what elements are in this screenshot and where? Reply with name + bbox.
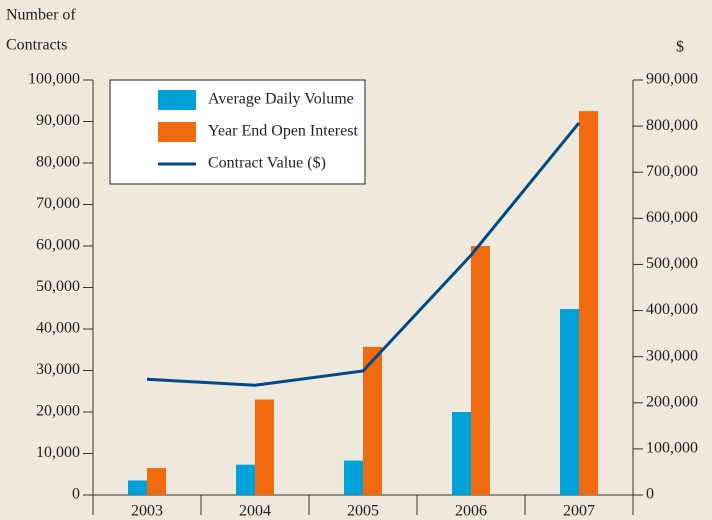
y-tick-label: 100,000 xyxy=(28,71,80,88)
y2-tick-label: 800,000 xyxy=(646,117,698,134)
y-axis-label: Contracts xyxy=(6,37,67,54)
bar xyxy=(560,309,579,495)
y-tick-label: 40,000 xyxy=(36,320,80,337)
line xyxy=(146,121,581,387)
y-tick-label: 80,000 xyxy=(36,154,80,171)
y-tick-label: 60,000 xyxy=(36,237,80,254)
y2-tick-label: 300,000 xyxy=(646,347,698,364)
y2-tick-label: 900,000 xyxy=(646,71,698,88)
bar xyxy=(363,346,382,495)
x-tick-label: 2006 xyxy=(455,503,487,520)
x-tick-label: 2004 xyxy=(239,503,271,520)
legend-swatch xyxy=(158,90,196,110)
y2-axis-label: $ xyxy=(676,39,684,56)
x-tick-label: 2005 xyxy=(347,503,379,520)
bar xyxy=(579,111,598,495)
y2-tick-label: 100,000 xyxy=(646,440,698,457)
bar xyxy=(255,399,274,495)
legend-label: Year End Open Interest xyxy=(208,123,358,140)
legend-swatch xyxy=(158,122,196,142)
y2-tick-label: 500,000 xyxy=(646,255,698,272)
y2-tick-label: 200,000 xyxy=(646,393,698,410)
y-tick-label: 70,000 xyxy=(36,195,80,212)
y-tick-label: 20,000 xyxy=(36,403,80,420)
y2-tick-label: 700,000 xyxy=(646,163,698,180)
y-tick-label: 10,000 xyxy=(36,444,80,461)
y-tick-label: 30,000 xyxy=(36,361,80,378)
bar xyxy=(236,464,255,495)
legend-box xyxy=(109,79,366,185)
legend-label: Average Daily Volume xyxy=(208,91,354,108)
y-tick-label: 90,000 xyxy=(36,112,80,129)
x-tick-label: 2003 xyxy=(131,503,163,520)
bar xyxy=(471,246,490,495)
y-tick-label: 50,000 xyxy=(36,278,80,295)
y2-tick-label: 0 xyxy=(646,486,654,503)
y-axis-label: Number of xyxy=(6,7,76,24)
bar xyxy=(344,460,363,495)
bar xyxy=(128,480,147,495)
x-tick-label: 2007 xyxy=(563,503,595,520)
legend-label: Contract Value ($) xyxy=(208,155,326,172)
bar xyxy=(147,468,166,495)
y-tick-label: 0 xyxy=(72,486,80,503)
y2-tick-label: 400,000 xyxy=(646,301,698,318)
y2-tick-label: 600,000 xyxy=(646,209,698,226)
bar xyxy=(452,412,471,495)
